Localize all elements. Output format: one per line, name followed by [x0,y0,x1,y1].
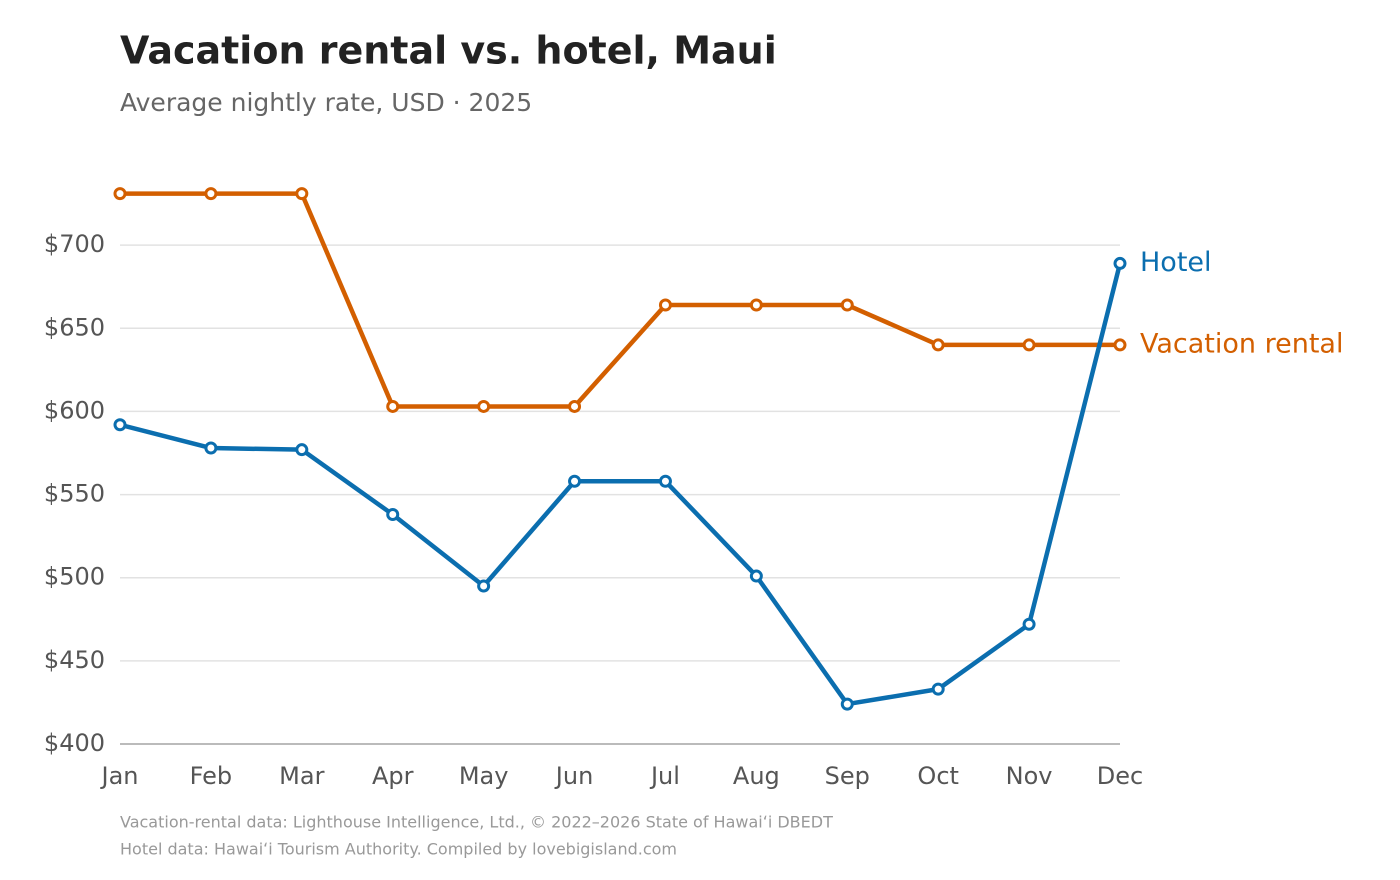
y-tick-label: $400 [44,729,105,757]
data-point [568,474,582,488]
data-point [568,399,582,413]
data-point [295,187,309,201]
data-point [204,441,218,455]
x-tick-label: Oct [917,762,959,790]
x-tick-label: Apr [372,762,414,790]
legend-label: Vacation rental [1140,328,1343,359]
series-line [120,191,1120,409]
chart-subtitle: Average nightly rate, USD · 2025 [120,88,532,117]
data-point [113,418,127,432]
data-point [749,298,763,312]
y-tick-label: $550 [44,480,105,508]
data-point [1113,256,1127,270]
x-tick-label: May [459,762,509,790]
x-tick-label: Jan [100,762,139,790]
y-tick-label: $650 [44,313,105,341]
source-note: Vacation-rental data: Lighthouse Intelli… [120,813,833,832]
data-point [386,399,400,413]
y-tick-label: $700 [44,230,105,258]
data-point [840,697,854,711]
data-point [1022,617,1036,631]
x-tick-label: Feb [190,762,233,790]
data-point [477,579,491,593]
x-tick-label: Dec [1097,762,1143,790]
data-point [113,187,127,201]
y-tick-label: $450 [44,646,105,674]
data-point [840,298,854,312]
legend-label: Hotel [1140,247,1212,278]
series-line [119,262,1123,707]
data-point [1022,338,1036,352]
data-point [386,508,400,522]
data-point [658,298,672,312]
y-tick-label: $600 [44,396,105,424]
data-point [1113,338,1127,352]
y-tick-label: $500 [44,563,105,591]
x-tick-label: Nov [1006,762,1053,790]
data-point [658,474,672,488]
data-point [295,443,309,457]
data-point [204,187,218,201]
x-tick-label: Mar [279,762,324,790]
x-tick-label: Jul [649,762,680,790]
data-point [477,399,491,413]
x-tick-label: Jun [554,762,594,790]
x-tick-label: Aug [733,762,780,790]
x-tick-label: Sep [825,762,870,790]
source-note: Hotel data: Hawaiʻi Tourism Authority. C… [120,840,677,859]
data-point [749,569,763,583]
data-point [931,682,945,696]
data-point [931,338,945,352]
chart-title: Vacation rental vs. hotel, Maui [120,29,777,73]
